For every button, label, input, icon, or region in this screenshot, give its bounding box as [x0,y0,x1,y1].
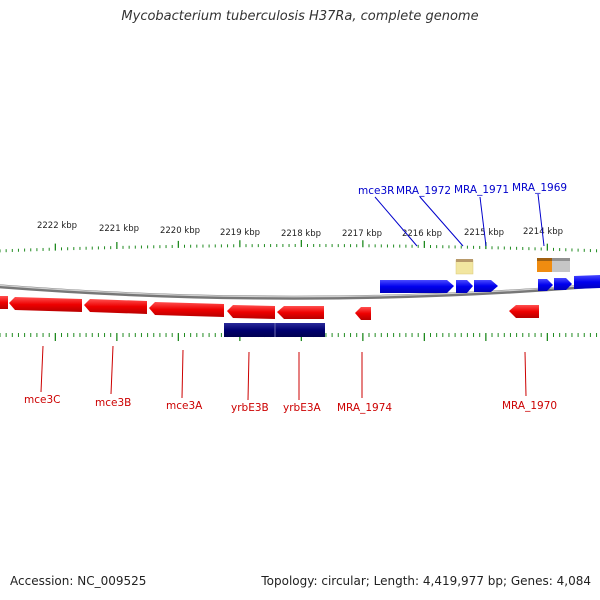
genome-summary-text: Topology: circular; Length: 4,419,977 bp… [261,574,591,588]
feature-grey[interactable] [552,259,570,272]
label-mce3A[interactable]: mce3A [166,400,203,412]
callout-mce3R [374,196,418,247]
gene-MRA_1969[interactable] [538,279,553,291]
gene-mce3C[interactable] [9,297,82,312]
scale-label: 2219 kbp [220,228,260,238]
forward-genes [380,275,600,293]
label-MRA_1972[interactable]: MRA_1972 [396,185,451,197]
genome-backbone [0,283,600,300]
scale-label: 2217 kbp [342,229,382,239]
feature-grey-cap [552,258,570,261]
label-MRA_1970[interactable]: MRA_1970 [502,400,557,412]
scale-label: 2214 kbp [523,227,563,237]
scale-label: 2222 kbp [37,221,77,231]
gene-yrbE3B[interactable] [227,305,275,319]
gene-forward-unlabeled-2[interactable] [574,275,600,289]
scale-label: 2218 kbp [281,229,321,239]
gene-mce3B[interactable] [84,299,147,314]
forward-callouts [374,193,545,247]
feature-orange[interactable] [537,259,552,272]
scale-ticks-upper [0,240,598,253]
genome-backbone-highlight [0,283,600,298]
gene-MRA_1970[interactable] [509,305,539,318]
label-MRA_1969[interactable]: MRA_1969 [512,182,567,194]
gene-MRA_1974[interactable] [355,307,371,320]
gene-MRA_1971[interactable] [474,280,498,292]
feature-navy-2[interactable] [275,323,325,337]
accession-text: Accession: NC_009525 [10,574,147,588]
label-mce3B[interactable]: mce3B [95,397,131,409]
gene-mce3A[interactable] [149,302,224,317]
label-mce3C[interactable]: mce3C [24,394,60,406]
label-yrbE3A[interactable]: yrbE3A [283,402,322,414]
callout-MRA_1972 [419,196,464,247]
reverse-genes [0,296,539,320]
label-MRA_1971[interactable]: MRA_1971 [454,184,509,196]
label-yrbE3B[interactable]: yrbE3B [231,402,269,414]
callout-yrbE3B [247,351,250,401]
feature-orange-cap [537,258,552,261]
gene-MRA_1972[interactable] [456,280,473,293]
gene-reverse-partial[interactable] [0,296,8,309]
label-mce3R[interactable]: mce3R [358,185,394,197]
feature-yellow-cap [456,259,473,262]
callout-MRA_1971 [479,196,487,247]
reverse-gene-labels: mce3C mce3B mce3A yrbE3B yrbE3A MRA_1974… [24,394,557,414]
feature-yellow[interactable] [455,259,474,275]
callout-mce3A [181,349,184,399]
reverse-callouts [40,345,527,401]
callout-MRA_1970 [524,351,527,397]
gene-yrbE3A[interactable] [277,306,324,319]
scale-label: 2220 kbp [160,226,200,236]
callout-MRA_1969 [537,193,545,247]
map-title: Mycobacterium tuberculosis H37Ra, comple… [121,9,479,24]
label-MRA_1974[interactable]: MRA_1974 [337,402,392,414]
scale-label: 2221 kbp [99,224,139,234]
feature-navy-1[interactable] [224,323,275,337]
gene-mce3R[interactable] [380,280,454,293]
gene-forward-unlabeled-1[interactable] [554,278,572,290]
forward-gene-labels: mce3R MRA_1972 MRA_1971 MRA_1969 [358,182,567,197]
callout-mce3B [110,345,114,395]
callout-mce3C [40,345,44,393]
scale-label: 2216 kbp [402,229,442,239]
